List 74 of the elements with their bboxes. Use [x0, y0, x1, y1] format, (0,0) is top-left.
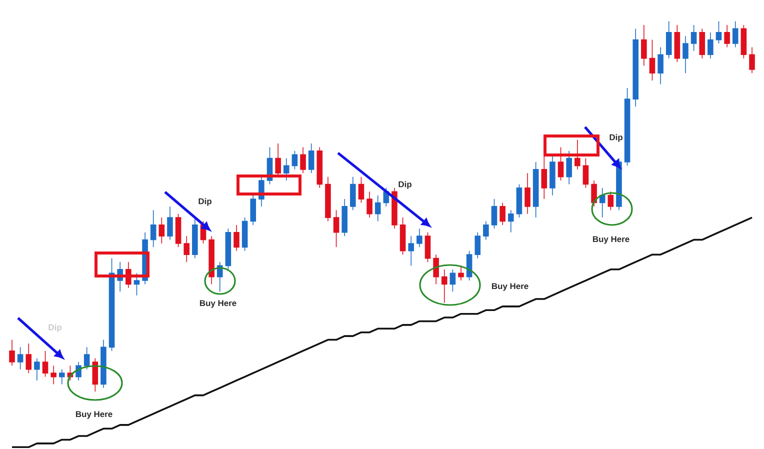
candlestick [342, 198, 348, 236]
candlestick [500, 202, 506, 226]
candlestick [450, 269, 456, 292]
candlestick [699, 28, 706, 59]
candlestick [208, 236, 214, 285]
candlestick [483, 220, 489, 240]
candlestick [508, 210, 514, 233]
candlestick [524, 172, 530, 214]
candlestick [658, 46, 664, 85]
candlestick [358, 176, 364, 204]
candlestick [408, 236, 414, 266]
candlestick [84, 346, 90, 370]
candlestick [9, 339, 15, 366]
candlestick [175, 213, 182, 248]
candlestick [184, 236, 190, 262]
candlestick [234, 224, 240, 252]
annotation: Buy Here [200, 300, 236, 308]
annotation: Buy Here [592, 236, 630, 244]
candlestick [333, 210, 340, 248]
candlestick [433, 254, 439, 285]
candlestick [216, 262, 223, 292]
candlestick [624, 88, 630, 166]
candlestick [690, 24, 697, 52]
candlestick [158, 217, 165, 244]
candlestick [192, 217, 198, 259]
candlestick [749, 46, 755, 74]
candlestick [26, 343, 32, 374]
candlestick [474, 232, 481, 259]
annotation: Dip [398, 181, 412, 189]
candlestick [300, 146, 306, 174]
candlestick [366, 191, 372, 218]
annotation: Dip [198, 198, 212, 206]
candlestick [416, 228, 422, 248]
candlestick [350, 176, 356, 211]
candlestick [708, 32, 714, 59]
candlestick [316, 146, 323, 188]
candlestick [724, 24, 730, 48]
candlestick [50, 365, 56, 385]
candlestick [392, 188, 398, 230]
candlestick [17, 346, 24, 370]
candlestick [532, 162, 539, 218]
candlestick [649, 39, 656, 81]
candlestick [550, 154, 556, 196]
annotation: Dip [610, 134, 622, 142]
candlestick [716, 20, 722, 44]
annotation: Buy Here [492, 283, 528, 291]
candlestick [292, 150, 298, 170]
candlestick [400, 217, 406, 255]
candlestick [100, 339, 106, 388]
text: Buy Here [76, 411, 112, 419]
candlestick [441, 269, 448, 304]
candlestick [167, 206, 173, 240]
candlestick [732, 20, 738, 48]
candlestick [325, 176, 331, 222]
candlestick [42, 350, 48, 378]
candlestick [134, 272, 140, 296]
candlestick [491, 198, 498, 230]
candlestick [458, 265, 464, 281]
candlestick [682, 36, 688, 74]
candlestick [591, 180, 597, 207]
candlestick [641, 24, 647, 66]
candlestick [58, 368, 65, 385]
candlestick [516, 184, 522, 218]
candlestick [566, 150, 572, 185]
candlestick [34, 358, 40, 381]
candlestick [374, 194, 381, 222]
candlestick [250, 194, 256, 226]
candlestick [283, 158, 290, 181]
candlestick [666, 20, 672, 59]
candlestick [632, 28, 638, 107]
candlestick [608, 191, 614, 211]
candlestick [424, 232, 431, 262]
candlestick [150, 210, 156, 248]
candlestick [308, 143, 314, 174]
